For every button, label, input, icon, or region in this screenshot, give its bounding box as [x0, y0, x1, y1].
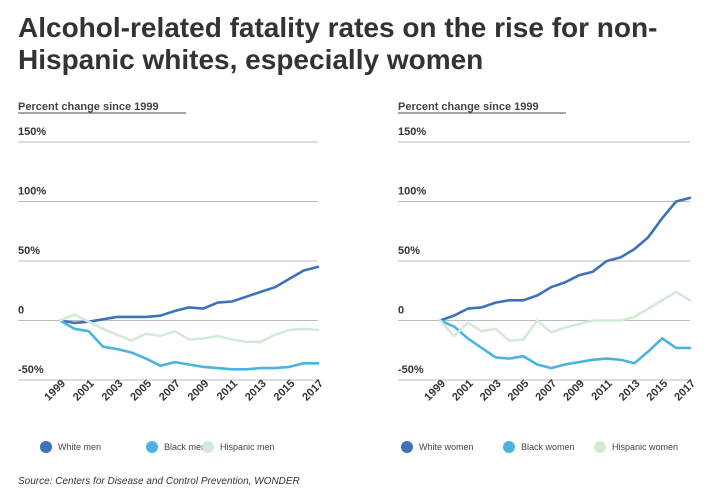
y-tick-label: 100%	[398, 186, 426, 198]
x-tick-label: 2001	[450, 378, 476, 404]
legend-marker	[594, 441, 606, 453]
y-tick-label: 0	[18, 305, 24, 317]
legend-marker	[40, 441, 52, 453]
y-tick-label: 50%	[398, 245, 420, 257]
x-tick-label: 2003	[100, 378, 126, 404]
legend-marker	[401, 441, 413, 453]
y-tick-label: -50%	[18, 364, 44, 376]
y-axis-label: Percent change since 1999	[398, 101, 539, 113]
y-tick-label: 100%	[18, 186, 46, 198]
x-tick-label: 2017	[672, 378, 698, 404]
y-tick-label: 150%	[398, 126, 426, 138]
x-tick-label: 2009	[561, 378, 587, 404]
x-tick-label: 2007	[533, 378, 559, 404]
legend-label: Black women	[521, 442, 575, 452]
x-tick-label: 2011	[215, 378, 240, 403]
y-axis-label: Percent change since 1999	[18, 101, 159, 113]
y-tick-label: -50%	[398, 364, 424, 376]
x-tick-label: 2003	[478, 378, 504, 404]
x-tick-label: 2005	[506, 378, 532, 404]
x-tick-label: 2013	[617, 378, 643, 404]
series-line	[438, 290, 692, 343]
x-tick-label: 2009	[186, 378, 212, 404]
x-tick-label: 2001	[71, 378, 97, 404]
legend-label: White women	[419, 442, 474, 452]
legend-marker	[146, 441, 158, 453]
legend-label: Black men	[164, 442, 206, 452]
x-tick-label: 2011	[589, 378, 614, 403]
x-tick-label: 2007	[157, 378, 183, 404]
chart-panel-women: Percent change since 1999 150% 100% 50% 0 -50…	[398, 101, 698, 453]
source-note: Source: Centers for Disease and Control …	[18, 476, 300, 487]
legend-label: Hispanic men	[220, 442, 275, 452]
legend-label: White men	[58, 442, 101, 452]
x-tick-label: 1999	[422, 378, 448, 404]
x-tick-label: 2005	[128, 378, 154, 404]
series-line	[438, 196, 692, 322]
chart-title: Alcohol-related fatality rates on the ri…	[18, 12, 658, 75]
x-tick-label: 2015	[645, 378, 671, 404]
x-tick-label: 1999	[42, 378, 68, 404]
series-line	[58, 319, 320, 371]
x-tick-label: 2015	[272, 378, 298, 404]
chart-panel-men: Percent change since 1999 150% 100% 50% 0 -50…	[18, 101, 326, 453]
legend-marker	[503, 441, 515, 453]
series-line	[438, 319, 692, 370]
series-line	[58, 265, 320, 325]
legend-label: Hispanic women	[612, 442, 678, 452]
y-tick-label: 50%	[18, 245, 40, 257]
x-tick-label: 2017	[300, 378, 326, 404]
legend-marker	[202, 441, 214, 453]
x-tick-label: 2013	[243, 378, 269, 404]
y-tick-label: 0	[398, 305, 404, 317]
y-tick-label: 150%	[18, 126, 46, 138]
series-line	[58, 313, 320, 344]
